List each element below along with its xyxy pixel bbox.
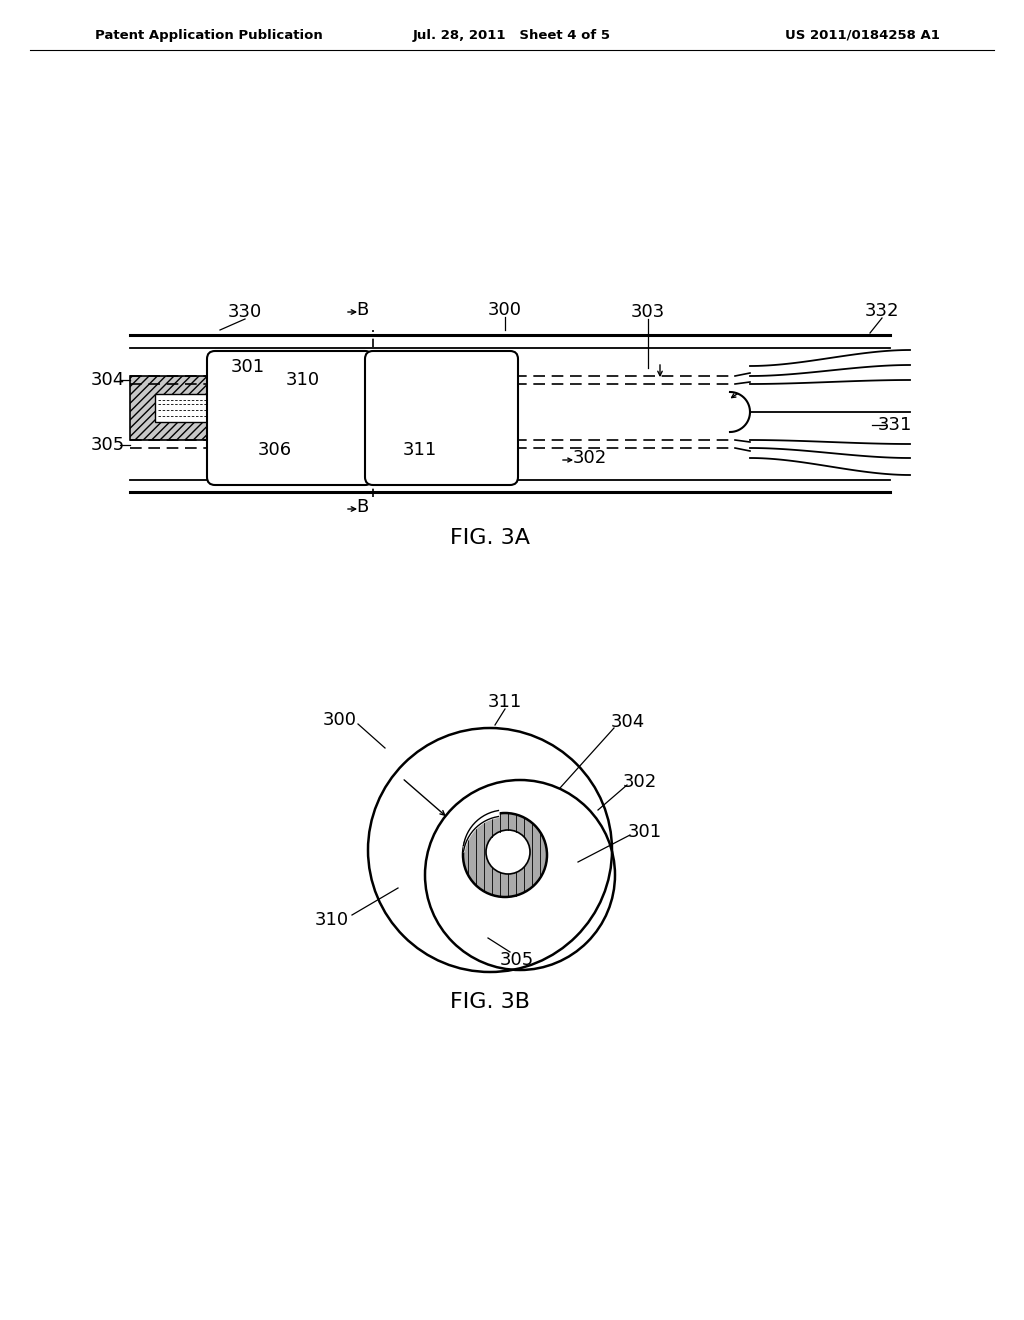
Text: FIG. 3B: FIG. 3B	[450, 993, 530, 1012]
Text: 331: 331	[878, 416, 912, 434]
Circle shape	[486, 830, 530, 874]
Bar	[130, 376, 234, 440]
Text: 301: 301	[628, 822, 663, 841]
Text: 301: 301	[231, 358, 265, 376]
Text: Jul. 28, 2011   Sheet 4 of 5: Jul. 28, 2011 Sheet 4 of 5	[413, 29, 611, 41]
Text: 304: 304	[611, 713, 645, 731]
Text: 300: 300	[323, 711, 357, 729]
Text: B: B	[356, 301, 368, 319]
Text: 310: 310	[315, 911, 349, 929]
Text: FIG. 3A: FIG. 3A	[450, 528, 530, 548]
Text: 306: 306	[258, 441, 292, 459]
Text: 302: 302	[572, 449, 607, 467]
Text: 302: 302	[623, 774, 657, 791]
Text: 305: 305	[500, 950, 535, 969]
Text: US 2011/0184258 A1: US 2011/0184258 A1	[785, 29, 940, 41]
Text: 330: 330	[228, 304, 262, 321]
Bar	[155, 393, 210, 422]
Text: B: B	[356, 498, 368, 516]
Text: 311: 311	[402, 441, 437, 459]
Text: 310: 310	[286, 371, 321, 389]
FancyBboxPatch shape	[207, 351, 373, 484]
Text: 305: 305	[91, 436, 125, 454]
FancyBboxPatch shape	[365, 351, 518, 484]
Text: 311: 311	[487, 693, 522, 711]
Circle shape	[463, 813, 547, 898]
Text: 303: 303	[631, 304, 666, 321]
Text: 300: 300	[488, 301, 522, 319]
Text: 304: 304	[91, 371, 125, 389]
Text: Patent Application Publication: Patent Application Publication	[95, 29, 323, 41]
Text: 332: 332	[864, 302, 899, 319]
